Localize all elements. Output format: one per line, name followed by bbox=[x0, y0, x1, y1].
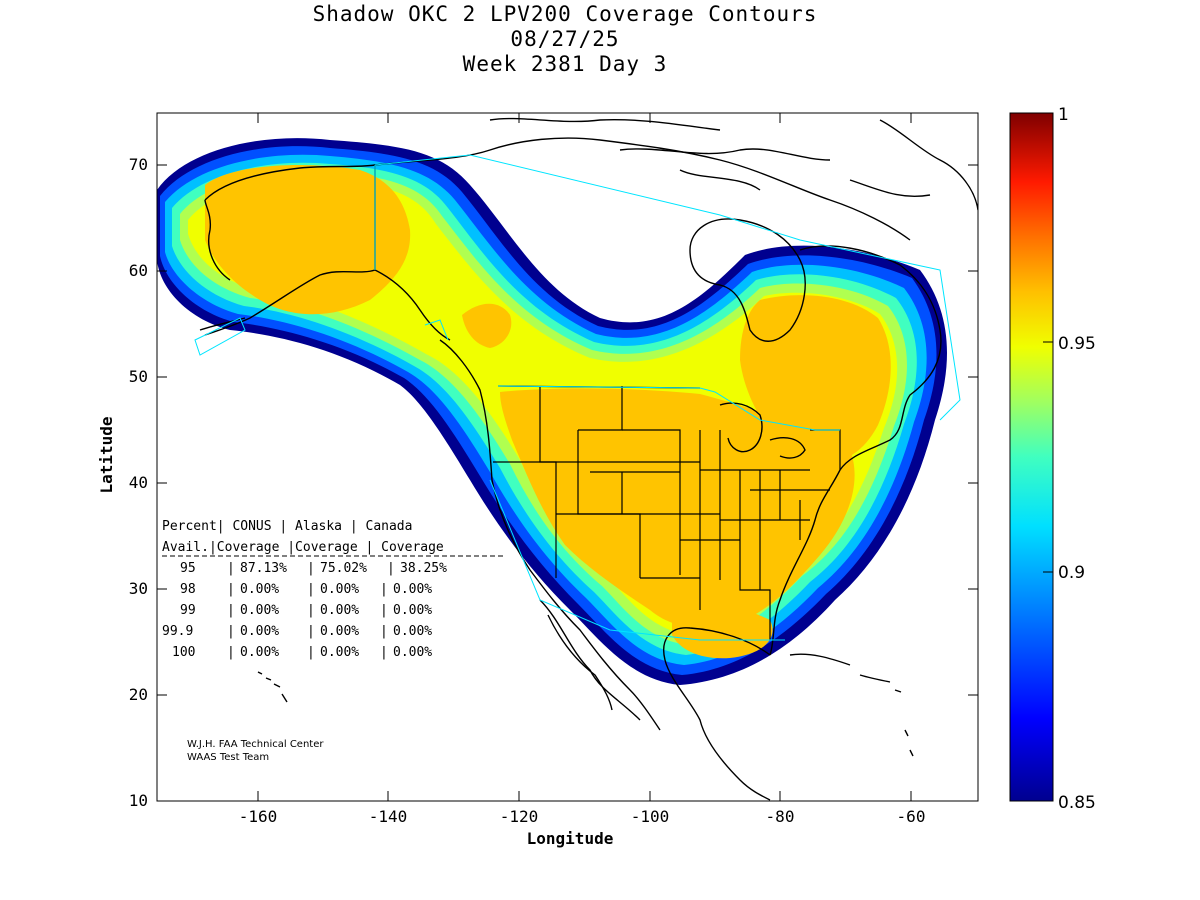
x-tick-label: -60 bbox=[897, 807, 926, 826]
coastlines bbox=[199, 117, 978, 801]
y-tick-label: 20 bbox=[129, 685, 148, 704]
y-axis-label: Latitude bbox=[97, 416, 116, 493]
table-row: 99.9 | 0.00% | 0.00% | 0.00% bbox=[162, 624, 432, 639]
coverage-table: Percent| CONUS | Alaska | Canada Avail.|… bbox=[162, 519, 503, 660]
colorbar-ticks bbox=[1043, 112, 1053, 802]
contour-0.95-alaska bbox=[205, 165, 411, 315]
colorbar-tick-label: 0.85 bbox=[1058, 793, 1096, 813]
y-tick-labels: 10 20 30 40 50 60 70 bbox=[129, 155, 148, 810]
svg-text:|: | bbox=[227, 645, 235, 660]
svg-text:0.00%: 0.00% bbox=[393, 582, 432, 597]
svg-text:38.25%: 38.25% bbox=[400, 561, 447, 576]
svg-text:|: | bbox=[387, 561, 395, 576]
colorbar-tick-labels: 0.85 0.9 0.95 1 bbox=[1058, 105, 1096, 813]
svg-text:0.00%: 0.00% bbox=[320, 582, 359, 597]
svg-text:|: | bbox=[227, 561, 235, 576]
svg-text:0.00%: 0.00% bbox=[320, 603, 359, 618]
svg-text:100: 100 bbox=[172, 645, 195, 660]
svg-text:|: | bbox=[380, 624, 388, 639]
svg-text:0.00%: 0.00% bbox=[240, 582, 279, 597]
y-tick-label: 30 bbox=[129, 579, 148, 598]
svg-text:|: | bbox=[227, 603, 235, 618]
contour-0.95-conus bbox=[500, 388, 855, 629]
y-tick-label: 60 bbox=[129, 261, 148, 280]
chart-title-line1: Shadow OKC 2 LPV200 Coverage Contours bbox=[312, 2, 818, 26]
region-boundaries bbox=[194, 154, 961, 641]
x-tick-label: -80 bbox=[766, 807, 795, 826]
x-tick-label: -120 bbox=[500, 807, 539, 826]
coverage-contours bbox=[157, 117, 978, 801]
tick-marks bbox=[157, 113, 978, 802]
table-row: 98 | 0.00% | 0.00% | 0.00% bbox=[180, 582, 432, 597]
x-tick-label: -100 bbox=[631, 807, 670, 826]
svg-text:|: | bbox=[307, 603, 315, 618]
y-tick-label: 10 bbox=[129, 791, 148, 810]
y-tick-label: 70 bbox=[129, 155, 148, 174]
x-tick-label: -160 bbox=[239, 807, 278, 826]
colorbar-frame bbox=[1009, 112, 1054, 802]
svg-text:98: 98 bbox=[180, 582, 196, 597]
svg-text:0.00%: 0.00% bbox=[393, 603, 432, 618]
y-tick-label: 40 bbox=[129, 473, 148, 492]
y-tick-label: 50 bbox=[129, 367, 148, 386]
contour-0.95-gulf bbox=[672, 604, 773, 659]
svg-text:99: 99 bbox=[180, 603, 196, 618]
svg-text:0.00%: 0.00% bbox=[240, 624, 279, 639]
svg-text:0.00%: 0.00% bbox=[240, 603, 279, 618]
x-tick-labels: -160 -140 -120 -100 -80 -60 bbox=[239, 807, 926, 826]
credit-line1: W.J.H. FAA Technical Center bbox=[187, 739, 324, 750]
svg-text:|: | bbox=[227, 582, 235, 597]
colorbar-tick-label: 1 bbox=[1058, 105, 1069, 125]
contour-0.95-bc bbox=[462, 303, 512, 348]
svg-text:|: | bbox=[380, 582, 388, 597]
svg-text:|: | bbox=[307, 624, 315, 639]
x-tick-label: -140 bbox=[369, 807, 408, 826]
svg-text:99.9: 99.9 bbox=[162, 624, 193, 639]
svg-text:|: | bbox=[307, 582, 315, 597]
svg-text:87.13%: 87.13% bbox=[240, 561, 287, 576]
svg-text:|: | bbox=[307, 561, 315, 576]
table-row: 95 | 87.13% | 75.02% | 38.25% bbox=[180, 561, 447, 576]
colorbar-tick-label: 0.9 bbox=[1058, 563, 1085, 583]
svg-text:0.00%: 0.00% bbox=[320, 624, 359, 639]
chart-title-line2: 08/27/25 bbox=[510, 27, 620, 51]
state-borders bbox=[493, 385, 841, 640]
table-row: 100 | 0.00% | 0.00% | 0.00% bbox=[172, 645, 432, 660]
table-row: 99 | 0.00% | 0.00% | 0.00% bbox=[180, 603, 432, 618]
svg-text:|: | bbox=[307, 645, 315, 660]
svg-text:0.00%: 0.00% bbox=[393, 645, 432, 660]
chart-title-line3: Week 2381 Day 3 bbox=[462, 52, 668, 76]
credit-line2: WAAS Test Team bbox=[187, 752, 269, 763]
svg-text:75.02%: 75.02% bbox=[320, 561, 367, 576]
plot-frame bbox=[156, 112, 979, 802]
svg-text:95: 95 bbox=[180, 561, 196, 576]
svg-text:|: | bbox=[380, 603, 388, 618]
svg-text:0.00%: 0.00% bbox=[320, 645, 359, 660]
colorbar bbox=[1010, 113, 1053, 801]
table-header-row1: Percent| CONUS | Alaska | Canada bbox=[162, 519, 412, 534]
table-header-row2: Avail.|Coverage |Coverage | Coverage bbox=[162, 540, 444, 555]
svg-text:0.00%: 0.00% bbox=[240, 645, 279, 660]
colorbar-tick-label: 0.95 bbox=[1058, 334, 1096, 354]
svg-text:|: | bbox=[380, 645, 388, 660]
x-axis-label: Longitude bbox=[527, 829, 614, 848]
svg-text:|: | bbox=[227, 624, 235, 639]
svg-text:0.00%: 0.00% bbox=[393, 624, 432, 639]
